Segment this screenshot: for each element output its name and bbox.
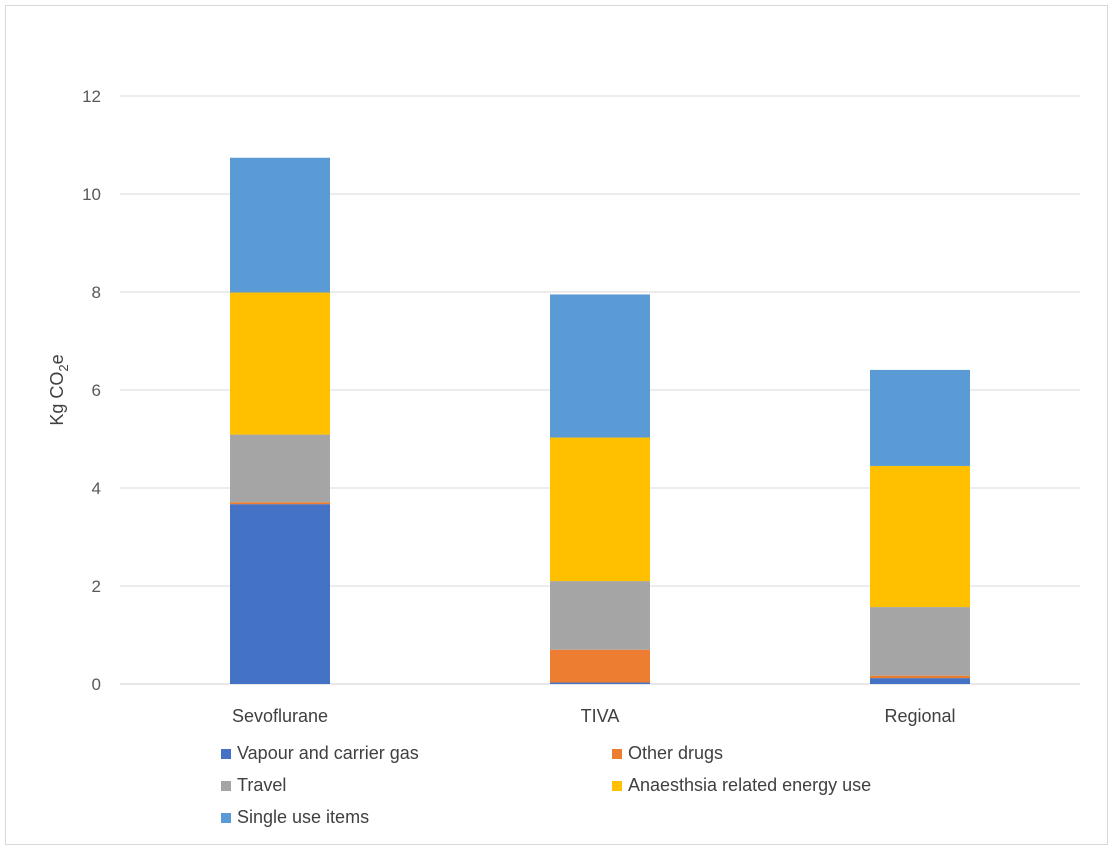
x-category-label: TIVA <box>581 706 620 726</box>
legend-label: Anaesthsia related energy use <box>628 775 871 795</box>
bar-segment <box>870 465 970 608</box>
legend: Vapour and carrier gas Other drugs Travel A… <box>221 743 871 827</box>
legend-label: Vapour and carrier gas <box>237 743 419 763</box>
legend-swatch <box>612 781 622 791</box>
y-axis-label: Kg CO2e <box>47 354 71 425</box>
legend-swatch <box>221 749 231 759</box>
bar-segment <box>870 607 970 676</box>
bar-segment <box>870 678 970 684</box>
bar-segment <box>550 581 650 650</box>
bar-segment <box>230 157 330 293</box>
x-category-label: Regional <box>884 706 955 726</box>
legend-label: Travel <box>237 775 286 795</box>
y-axis-label-subscript: 2 <box>56 364 71 371</box>
legend-label: Other drugs <box>628 743 723 763</box>
legend-swatch <box>612 749 622 759</box>
bar-segment <box>870 675 970 679</box>
bar-segment <box>230 502 330 505</box>
legend-label: Single use items <box>237 807 369 827</box>
legend-swatch <box>221 813 231 823</box>
x-axis-categories: Sevoflurane TIVA Regional <box>232 706 956 726</box>
legend-swatch <box>221 781 231 791</box>
bar-segment <box>550 649 650 683</box>
y-axis-ticks: 0 2 4 6 8 10 12 <box>82 87 101 694</box>
bar-stacks <box>230 157 970 684</box>
y-tick-label: 4 <box>92 479 101 498</box>
y-tick-label: 6 <box>92 381 101 400</box>
y-tick-label: 10 <box>82 185 101 204</box>
y-tick-label: 12 <box>82 87 101 106</box>
bar-segment <box>230 292 330 435</box>
y-tick-label: 8 <box>92 283 101 302</box>
y-axis-label-part: Kg CO <box>47 372 67 426</box>
bar-segment <box>550 437 650 582</box>
bar-segment <box>230 504 330 684</box>
bar-segment <box>550 294 650 438</box>
y-axis-label-part: e <box>47 354 67 364</box>
y-tick-label: 0 <box>92 675 101 694</box>
bar-segment <box>870 369 970 466</box>
x-category-label: Sevoflurane <box>232 706 328 726</box>
y-tick-label: 2 <box>92 577 101 596</box>
bar-segment <box>230 434 330 503</box>
bar-segment <box>550 682 650 684</box>
